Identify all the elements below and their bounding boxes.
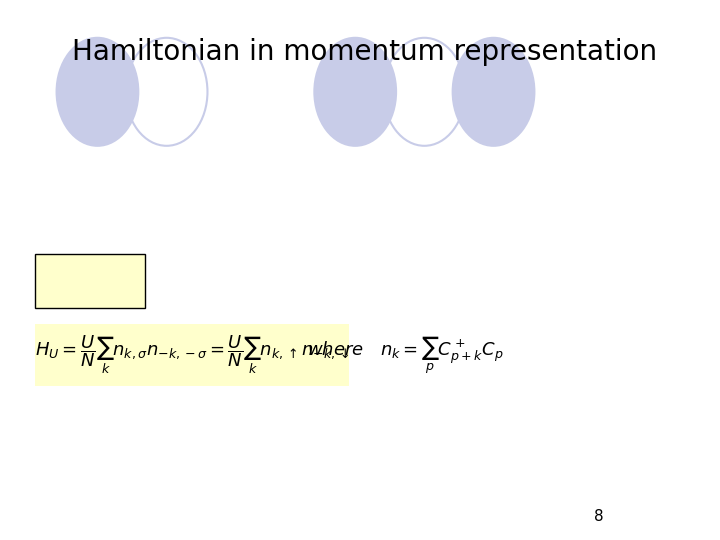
Ellipse shape	[57, 38, 138, 146]
Text: $H_U = \dfrac{U}{N}\sum_k n_{k,\sigma}n_{-k,-\sigma} = \dfrac{U}{N}\sum_k n_{k,\: $H_U = \dfrac{U}{N}\sum_k n_{k,\sigma}n_…	[35, 333, 349, 376]
Text: Hamiltonian in momentum representation: Hamiltonian in momentum representation	[72, 38, 657, 66]
Ellipse shape	[453, 38, 534, 146]
Ellipse shape	[315, 38, 396, 146]
FancyBboxPatch shape	[35, 254, 145, 308]
Text: $\mathit{where} \quad n_k = \sum_p C^+_{p+k}C_p$: $\mathit{where} \quad n_k = \sum_p C^+_{…	[307, 334, 504, 376]
FancyBboxPatch shape	[35, 324, 349, 386]
Text: 8: 8	[594, 509, 603, 524]
